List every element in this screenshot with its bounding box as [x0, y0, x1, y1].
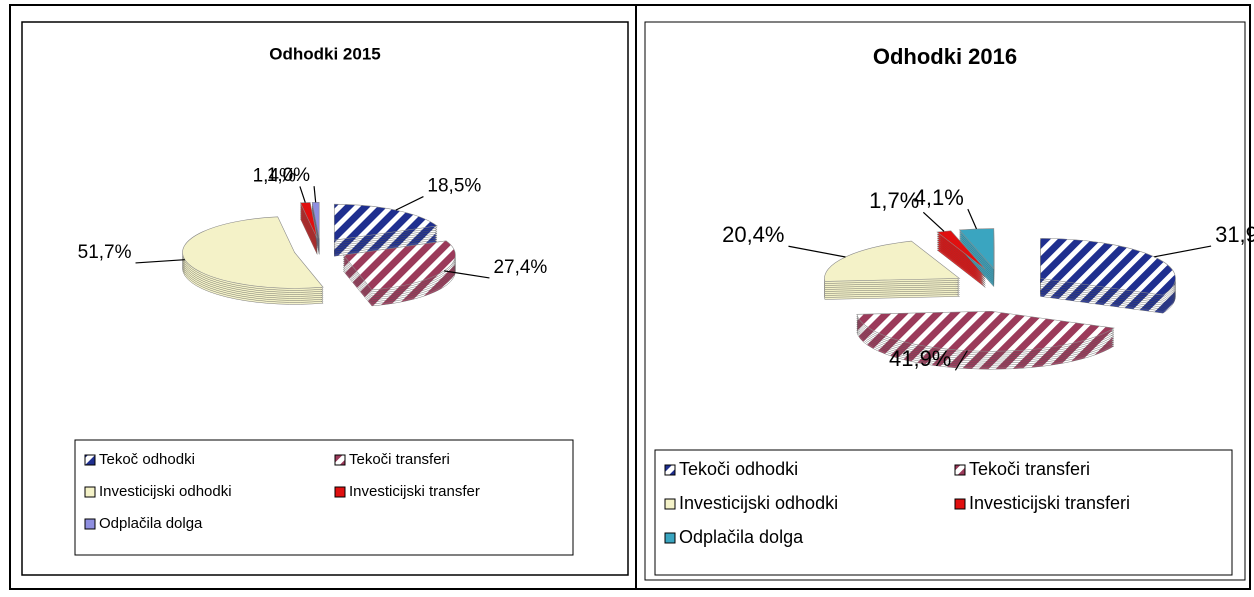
slice: [182, 216, 324, 289]
legend-label: Tekoči odhodki: [679, 459, 798, 479]
legend-swatch: [664, 464, 676, 476]
legend-label: Investicijski odhodki: [99, 483, 232, 500]
slice: [856, 310, 1115, 352]
legend-label: Investicijski transferi: [969, 493, 1130, 513]
legend-label: Tekoč odhodki: [99, 451, 195, 468]
leader-line: [444, 270, 490, 279]
data-label: 51,7%: [78, 242, 132, 263]
legend-label: Investicijski transfer: [349, 483, 480, 500]
slice: [342, 240, 456, 291]
legend-swatch: [954, 498, 966, 510]
leader-line: [967, 208, 978, 230]
slice: [311, 202, 320, 239]
legend-box: [654, 449, 1233, 576]
legend-label: Investicijski odhodki: [679, 493, 838, 513]
leader-line: [1154, 245, 1212, 258]
legend-swatch: [84, 454, 96, 466]
slice-tops: [182, 202, 456, 291]
legend-label: Tekoči transferi: [969, 459, 1090, 479]
data-label: 41,9%: [889, 346, 951, 371]
leader-line: [954, 350, 968, 371]
leader-line: [313, 186, 317, 203]
leader-line: [788, 245, 846, 258]
leader-line: [135, 259, 185, 264]
slice: [299, 202, 318, 239]
leader-line: [922, 211, 945, 232]
legend-label: Odplačila dolga: [679, 527, 804, 547]
data-label: 31,9%: [1215, 222, 1254, 247]
data-label: 4,1%: [914, 185, 964, 210]
data-label: 1,0%: [267, 165, 310, 186]
chart-title: Odhodki 2016: [873, 44, 1017, 69]
legend-box: [74, 439, 574, 556]
chart-frame: [644, 21, 1246, 581]
legend-swatch: [334, 454, 346, 466]
slice-tops: [824, 228, 1176, 352]
data-label: 20,4%: [722, 222, 784, 247]
data-label: 1,7%: [869, 188, 919, 213]
legend-swatch: [334, 486, 346, 498]
slice: [824, 240, 961, 282]
leader-line: [395, 196, 424, 211]
legend-label: Tekoči transferi: [349, 451, 450, 468]
slice: [333, 203, 438, 241]
data-label: 18,5%: [427, 176, 481, 197]
legend-label: Odplačila dolga: [99, 515, 203, 532]
data-label: 1,4%: [253, 165, 296, 186]
chart-frame: [21, 21, 629, 576]
legend-swatch: [664, 498, 676, 510]
outer-frame: [9, 4, 1251, 590]
leader-line: [299, 186, 306, 203]
chart-title: Odhodki 2015: [269, 44, 380, 63]
legend-swatch: [664, 532, 676, 544]
legend-swatch: [84, 486, 96, 498]
legend-swatch: [84, 518, 96, 530]
legend-swatch: [954, 464, 966, 476]
data-label: 27,4%: [493, 257, 547, 278]
